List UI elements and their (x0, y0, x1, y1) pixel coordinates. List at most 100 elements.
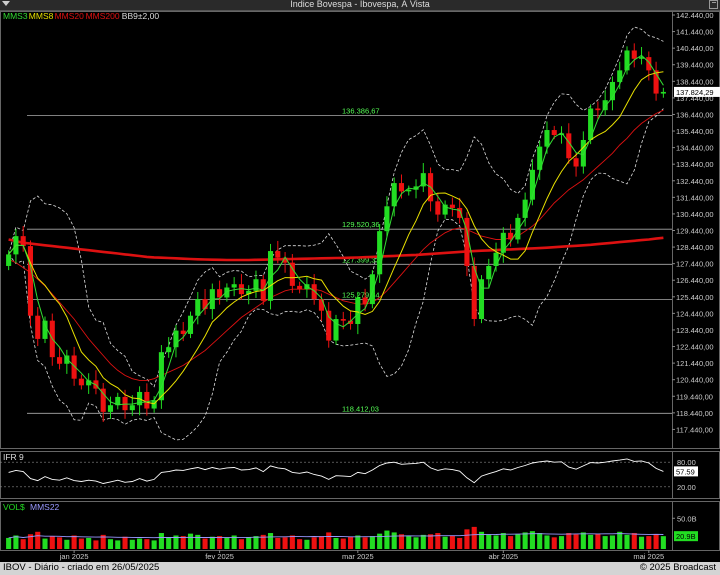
candle-body (100, 388, 106, 412)
price-tick-label: 121.440,00 (676, 359, 714, 368)
volume-bar (588, 534, 594, 549)
volume-bar (529, 531, 535, 549)
price-panel-frame (0, 11, 720, 449)
candle-body (158, 352, 164, 401)
ifr-value-box (674, 466, 698, 477)
bollinger-lower (8, 108, 664, 441)
volume-bar (580, 532, 586, 549)
last-price-box (674, 86, 720, 97)
candle-body (435, 201, 441, 215)
price-tick-label: 136.440,00 (676, 110, 714, 119)
volume-bar (260, 534, 266, 549)
candle-body (398, 183, 405, 192)
candle-body (602, 100, 608, 111)
volume-bar (333, 537, 339, 549)
candle-body (624, 50, 630, 71)
candle-body (478, 279, 485, 320)
volume-bar (166, 537, 172, 549)
candle-body (195, 299, 201, 316)
volume-bar (144, 539, 150, 549)
volume-bar (231, 535, 237, 549)
candle-body (27, 246, 34, 316)
volume-bar (115, 540, 121, 549)
chart-area[interactable]: 142.440,00 141.440,00 140.440,00 139.440,00… (0, 0, 720, 562)
volume-bar (406, 536, 412, 549)
volume-bar (551, 537, 557, 549)
collapse-arrow-icon[interactable] (2, 1, 10, 6)
volume-bar (464, 529, 470, 549)
volume-bar (13, 535, 19, 549)
legend-mms3: MMS3 (3, 11, 28, 21)
volume-bar (646, 536, 652, 549)
candle-body (275, 251, 281, 258)
candle-body (78, 378, 84, 386)
candle-body (253, 279, 259, 291)
candle-body (129, 405, 135, 411)
candle-body (144, 391, 150, 409)
volume-bar (209, 536, 215, 549)
mms8-line (8, 71, 664, 405)
volume-bar (289, 535, 295, 549)
candle-body (384, 206, 390, 232)
candle-body (340, 319, 346, 321)
volume-bar (398, 534, 405, 549)
candle-body (508, 232, 514, 240)
volume-bar (566, 533, 572, 549)
ifr-panel-frame (0, 451, 720, 499)
candle-body (6, 254, 12, 266)
level-label: 136.386,67 (342, 106, 380, 115)
candle-body (646, 57, 652, 71)
candle-body (638, 57, 645, 59)
candle-body (522, 199, 528, 218)
volume-bar (282, 537, 288, 549)
ifr-line (8, 458, 664, 484)
date-tick-label: fev 2025 (205, 552, 234, 561)
price-tick-label: 142.440,00 (676, 11, 714, 20)
candle-body (246, 290, 252, 295)
date-tick-label: mar 2025 (342, 552, 374, 561)
candle-body (217, 289, 223, 298)
ifr-tick-label: 20.00 (677, 483, 696, 492)
volume-bar (478, 531, 485, 549)
volume-bar (224, 537, 230, 549)
candle-body (355, 297, 361, 324)
volume-bar (275, 537, 281, 549)
volume-bar (537, 533, 543, 549)
candle-body (471, 265, 477, 320)
volume-bar (238, 539, 244, 549)
mms20-line (8, 109, 664, 381)
mms3-line (8, 54, 664, 406)
candle-body (413, 186, 419, 190)
level-label: 118.412,03 (342, 404, 379, 413)
volume-bar (471, 526, 477, 549)
volume-value: 20.9B (676, 532, 696, 541)
candle-body (122, 396, 128, 411)
volume-bar (6, 537, 12, 549)
volume-bar (187, 533, 194, 549)
candle-body (588, 108, 594, 140)
price-tick-label: 134.440,00 (676, 144, 714, 153)
volume-bar (500, 533, 506, 549)
candle-body (500, 232, 506, 253)
maximize-icon[interactable] (709, 0, 718, 9)
price-tick-label: 137.440,00 (676, 94, 714, 103)
candle-body (289, 262, 295, 286)
volume-value-box (674, 531, 698, 542)
price-tick-label: 117.440,00 (676, 425, 713, 434)
legend-bb9200: BB9±2,00 (122, 11, 160, 21)
volume-bar (267, 533, 274, 549)
candle-body (57, 357, 63, 364)
price-tick-label: 125.440,00 (676, 293, 714, 302)
candle-body (617, 70, 623, 82)
volume-bar (435, 533, 441, 549)
candle-body (166, 347, 172, 353)
candle-body (449, 204, 455, 208)
volume-bar (638, 536, 645, 549)
price-tick-label: 140.440,00 (676, 44, 714, 53)
volume-bar (27, 534, 34, 549)
ifr-label: IFR 9 (3, 452, 24, 462)
legend-mms8: MMS8 (29, 11, 54, 21)
volume-bar (617, 531, 623, 549)
price-tick-label: 127.440,00 (676, 260, 714, 269)
